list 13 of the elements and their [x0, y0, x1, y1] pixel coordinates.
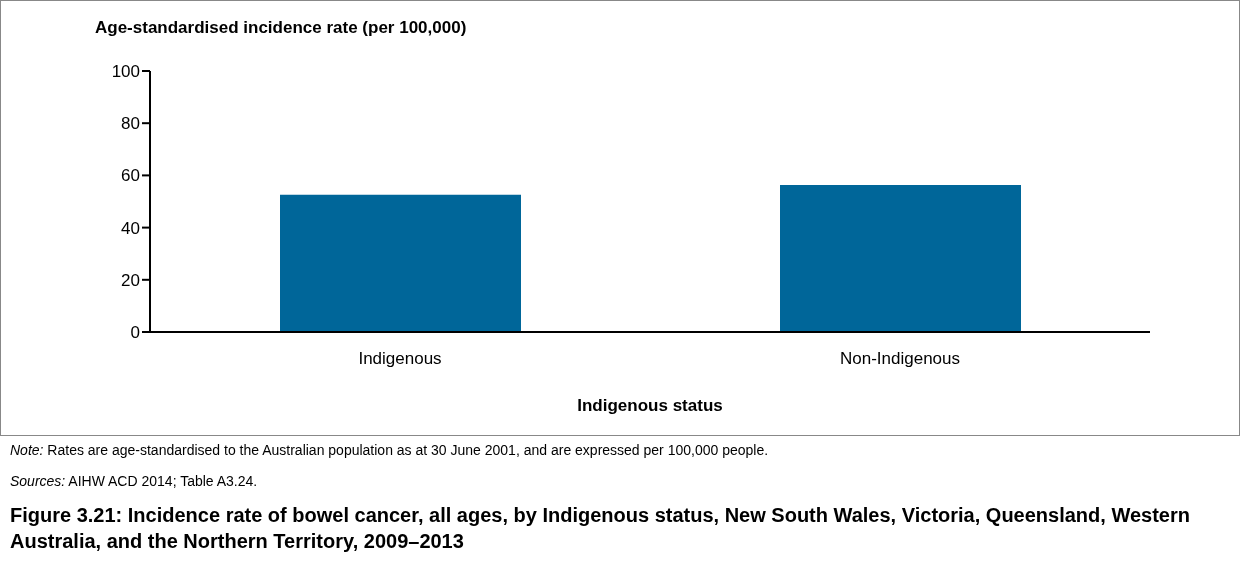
y-tick-label: 60	[121, 166, 140, 186]
y-tick-label: 100	[111, 62, 140, 82]
text: Figure 3.21: Incidence rate of bowel cancer, all ages, by Indigenous status, New South Wales, Victoria, Queensland, Western Australia, and the Northern Territory, 2009–2013	[10, 503, 1191, 554]
y-tick-label: 0	[130, 323, 140, 343]
y-tick-label: 20	[121, 270, 140, 290]
source-note: Sources: AIHW ACD 2014; Table A3.24.	[10, 473, 258, 489]
y-tick-label: 40	[121, 218, 140, 238]
y-axis-title: Age-standardised incidence rate (per 100,000)	[95, 18, 467, 38]
x-tick-label: Non-Indigenous	[839, 349, 961, 369]
y-tick-label: 80	[121, 114, 140, 134]
x-tick-label: Indigenous	[358, 349, 442, 369]
text: Note: Rates are age-standardised to the Australian population as at 30 June 2001, and are expressed per 100,000 people.	[10, 442, 769, 458]
x-axis-title: Indigenous status	[576, 396, 724, 416]
